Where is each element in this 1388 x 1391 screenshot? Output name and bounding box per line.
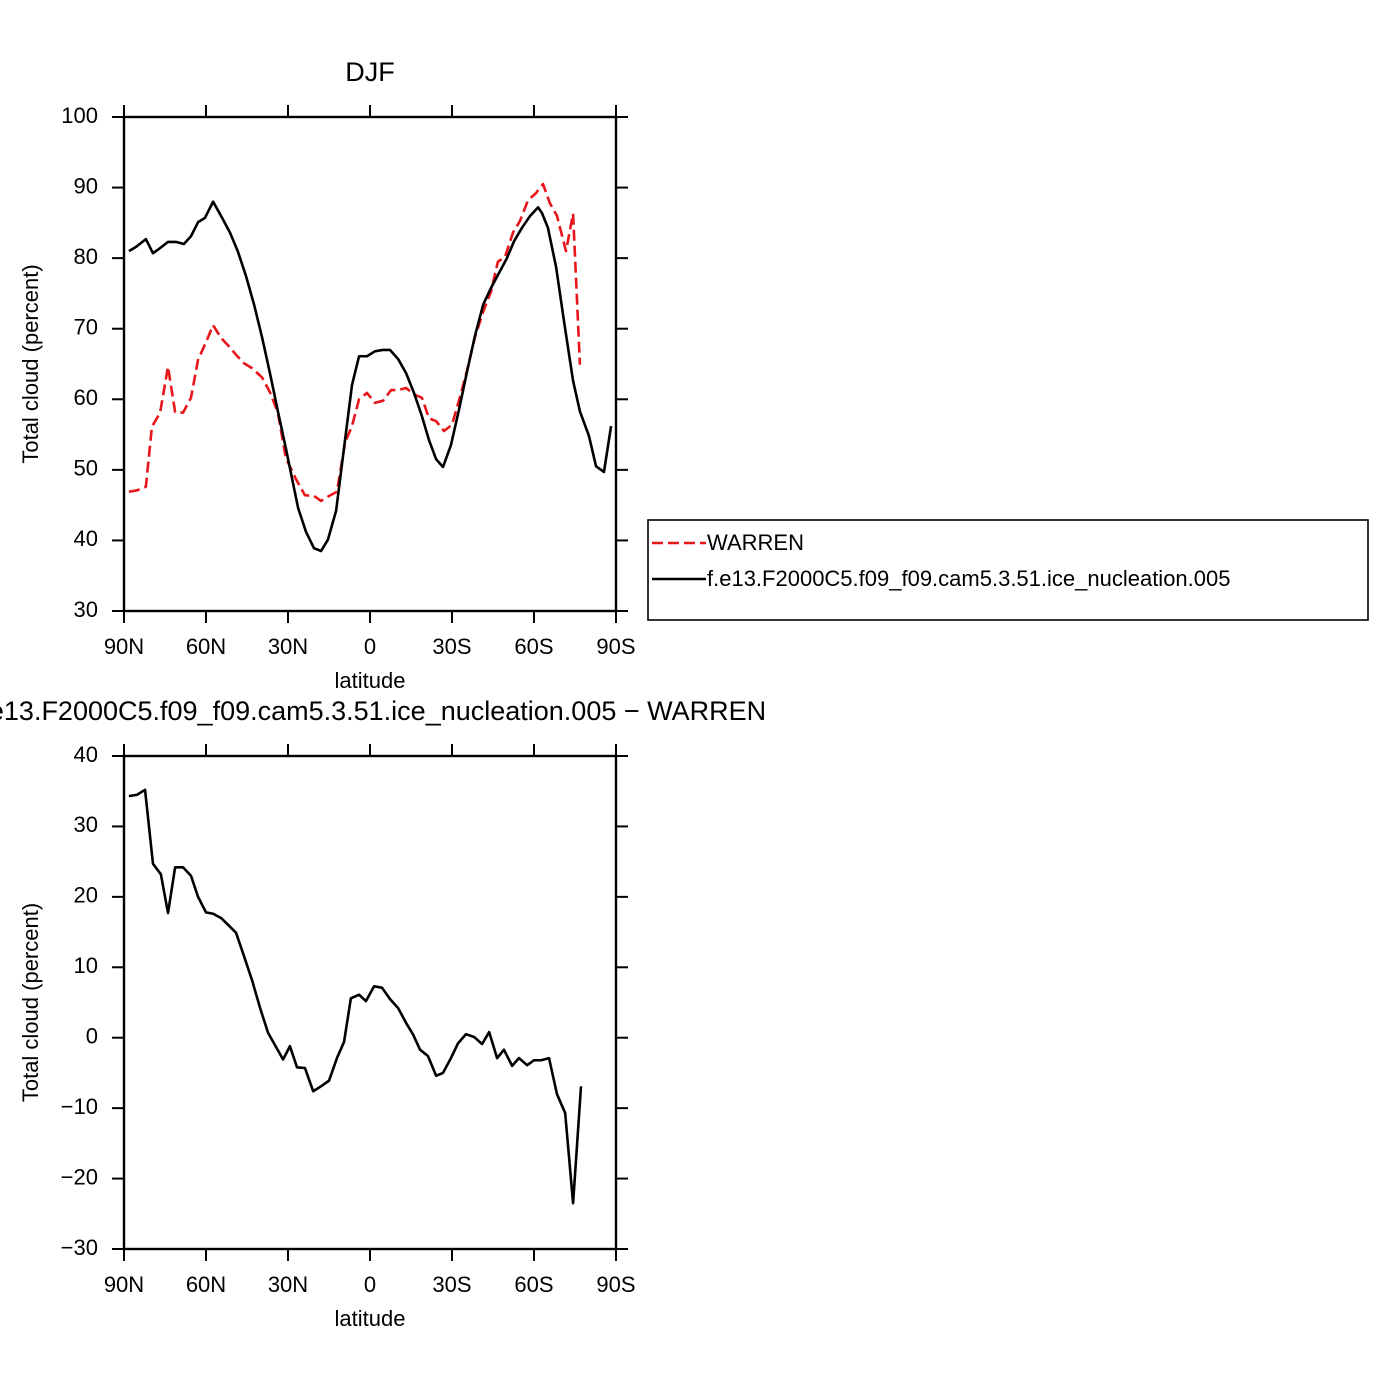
y-tick-label: 30 bbox=[74, 812, 98, 837]
data-line bbox=[128, 182, 582, 503]
x-tick-label: 60S bbox=[514, 1272, 553, 1297]
y-tick-label: 60 bbox=[74, 385, 98, 410]
data-line bbox=[128, 788, 583, 1205]
x-tick-label: 60N bbox=[186, 1272, 226, 1297]
x-tick-label: 60S bbox=[514, 634, 553, 659]
x-axis-label: latitude bbox=[335, 1306, 406, 1331]
x-tick-label: 30S bbox=[432, 1272, 471, 1297]
x-tick-label: 90S bbox=[596, 634, 635, 659]
y-tick-label: 40 bbox=[74, 742, 98, 767]
x-tick-label: 60N bbox=[186, 634, 226, 659]
y-tick-label: 10 bbox=[74, 953, 98, 978]
y-axis-label: Total cloud (percent) bbox=[18, 264, 43, 463]
legend-box bbox=[647, 519, 1369, 621]
y-tick-label: 80 bbox=[74, 244, 98, 269]
x-tick-label: 90N bbox=[104, 1272, 144, 1297]
x-tick-label: 90N bbox=[104, 634, 144, 659]
y-tick-label: 90 bbox=[74, 173, 98, 198]
y-tick-label: 40 bbox=[74, 526, 98, 551]
chart-title: DJF bbox=[345, 57, 395, 87]
y-tick-label: 50 bbox=[74, 456, 98, 481]
x-tick-label: 30N bbox=[268, 634, 308, 659]
y-tick-label: −30 bbox=[61, 1235, 98, 1260]
y-tick-label: 20 bbox=[74, 883, 98, 908]
y-tick-label: −10 bbox=[61, 1094, 98, 1119]
x-tick-label: 30N bbox=[268, 1272, 308, 1297]
y-tick-label: −20 bbox=[61, 1164, 98, 1189]
x-tick-label: 0 bbox=[364, 1272, 376, 1297]
y-axis-label: Total cloud (percent) bbox=[18, 903, 43, 1102]
plot-frame bbox=[122, 754, 618, 1251]
x-tick-label: 90S bbox=[596, 1272, 635, 1297]
chart-title: f.e13.F2000C5.f09_f09.cam5.3.51.ice_nucl… bbox=[0, 696, 766, 726]
y-tick-label: 100 bbox=[61, 103, 98, 128]
data-line bbox=[128, 200, 613, 553]
y-tick-label: 30 bbox=[74, 597, 98, 622]
y-tick-label: 0 bbox=[86, 1024, 98, 1049]
plot-frame bbox=[122, 115, 618, 613]
legend-label: f.e13.F2000C5.f09_f09.cam5.3.51.ice_nucl… bbox=[707, 566, 1231, 591]
x-tick-label: 30S bbox=[432, 634, 471, 659]
x-axis-label: latitude bbox=[335, 668, 406, 693]
x-tick-label: 0 bbox=[364, 634, 376, 659]
y-tick-label: 70 bbox=[74, 315, 98, 340]
legend-label: WARREN bbox=[707, 530, 804, 555]
